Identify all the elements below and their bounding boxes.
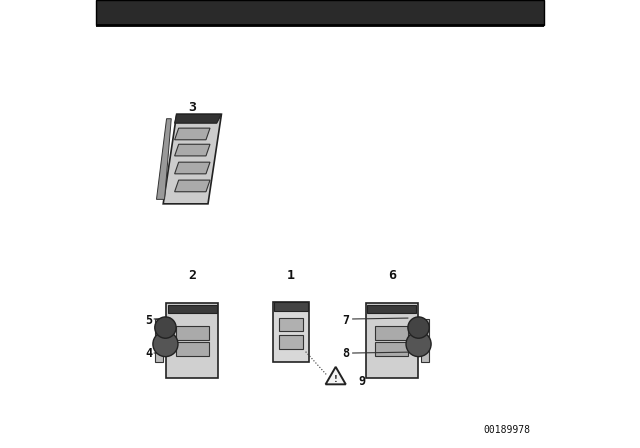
FancyBboxPatch shape [375,327,408,340]
FancyBboxPatch shape [155,319,163,362]
Text: 2: 2 [188,269,196,282]
Polygon shape [175,114,221,123]
FancyBboxPatch shape [421,319,429,362]
FancyBboxPatch shape [367,305,417,313]
Text: 6: 6 [388,269,396,282]
FancyBboxPatch shape [176,327,209,340]
Polygon shape [175,180,210,192]
Circle shape [406,332,431,357]
Text: 00189978: 00189978 [484,425,531,435]
Circle shape [408,317,429,338]
FancyBboxPatch shape [176,342,209,356]
Polygon shape [157,119,172,199]
Polygon shape [326,367,346,384]
Text: 1: 1 [287,269,295,282]
FancyBboxPatch shape [278,335,303,349]
Text: 7: 7 [342,314,349,327]
Text: 5: 5 [145,314,152,327]
FancyBboxPatch shape [274,302,308,311]
FancyBboxPatch shape [375,342,408,356]
Circle shape [155,317,176,338]
Text: !: ! [333,375,338,384]
Text: 8: 8 [342,347,349,361]
Circle shape [153,332,178,357]
Polygon shape [175,128,210,140]
FancyBboxPatch shape [166,303,218,378]
Text: 9: 9 [358,375,365,388]
Text: 4: 4 [145,347,152,361]
Text: 3: 3 [188,101,196,114]
Polygon shape [175,162,210,174]
FancyBboxPatch shape [96,0,544,25]
FancyBboxPatch shape [168,305,217,313]
FancyBboxPatch shape [278,318,303,332]
Polygon shape [175,144,210,156]
FancyBboxPatch shape [273,302,308,362]
FancyBboxPatch shape [365,303,418,378]
Polygon shape [163,114,221,204]
